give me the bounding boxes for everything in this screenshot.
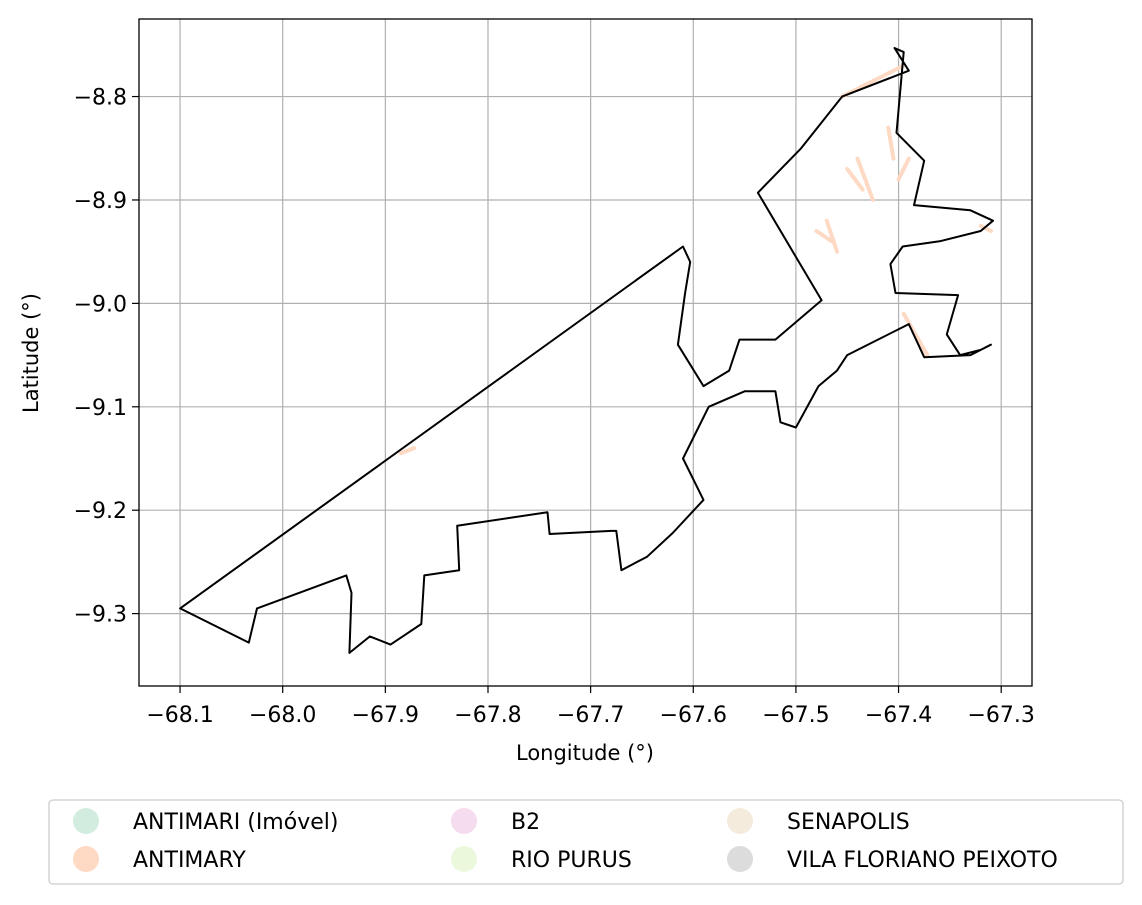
parcel-shape	[824, 218, 839, 254]
parcel-shape	[855, 156, 875, 202]
x-tick-label: −67.5	[762, 703, 829, 728]
legend-box	[48, 799, 1124, 885]
x-tick-label: −67.3	[967, 703, 1034, 728]
y-tick-label: −8.9	[74, 189, 127, 214]
legend-marker	[73, 808, 99, 834]
parcel-shape	[896, 156, 911, 182]
legend-marker	[727, 808, 753, 834]
y-tick-label: −9.2	[74, 499, 127, 524]
y-tick-label: −9.3	[74, 603, 127, 628]
parcel-shape	[886, 125, 896, 161]
legend-marker	[727, 846, 753, 872]
legend-label: B2	[511, 810, 540, 835]
legend-label: ANTIMARI (Imóvel)	[133, 810, 338, 835]
legend-marker	[73, 846, 99, 872]
y-tick-label: −9.1	[74, 396, 127, 421]
x-axis: −68.1 −68.0 −67.9 −67.8 −67.7 −67.6 −67.5 −67.4…	[146, 686, 1035, 728]
x-tick-label: −67.8	[454, 703, 521, 728]
legend-marker	[451, 808, 477, 834]
legend-label: SENAPOLIS	[787, 810, 910, 835]
x-tick-label: −67.6	[660, 703, 727, 728]
plot-frame	[138, 18, 1033, 687]
y-tick-label: −8.8	[74, 86, 127, 111]
parcel-shape	[978, 223, 993, 233]
municipality-boundary	[179, 47, 994, 654]
parcel-layer	[398, 63, 993, 456]
parcel-shape	[814, 228, 834, 244]
parcel-shape	[398, 446, 417, 456]
x-tick-label: −67.7	[557, 703, 624, 728]
parcel-shape	[845, 166, 865, 192]
x-tick-label: −67.4	[865, 703, 932, 728]
x-tick-label: −67.9	[352, 703, 419, 728]
legend-label: VILA FLORIANO PEIXOTO	[787, 848, 1058, 873]
legend-label: RIO PURUS	[511, 848, 632, 873]
boundary-layer	[179, 47, 994, 654]
parcel-shape	[901, 311, 930, 358]
x-tick-label: −68.0	[249, 703, 316, 728]
legend-marker	[451, 846, 477, 872]
legend: ANTIMARI (Imóvel) ANTIMARY B2 RIO PURUS SENA…	[48, 799, 1124, 885]
x-tick-label: −68.1	[146, 703, 213, 728]
y-axis: −8.8 −8.9 −9.0 −9.1 −9.2 −9.3	[74, 86, 139, 628]
grid-lines	[139, 19, 1032, 686]
parcel-shape	[840, 63, 906, 99]
y-tick-label: −9.0	[74, 292, 127, 317]
x-axis-label: Longitude (°)	[516, 741, 654, 765]
y-axis-label: Latitude (°)	[19, 293, 43, 413]
legend-label: ANTIMARY	[133, 848, 246, 873]
